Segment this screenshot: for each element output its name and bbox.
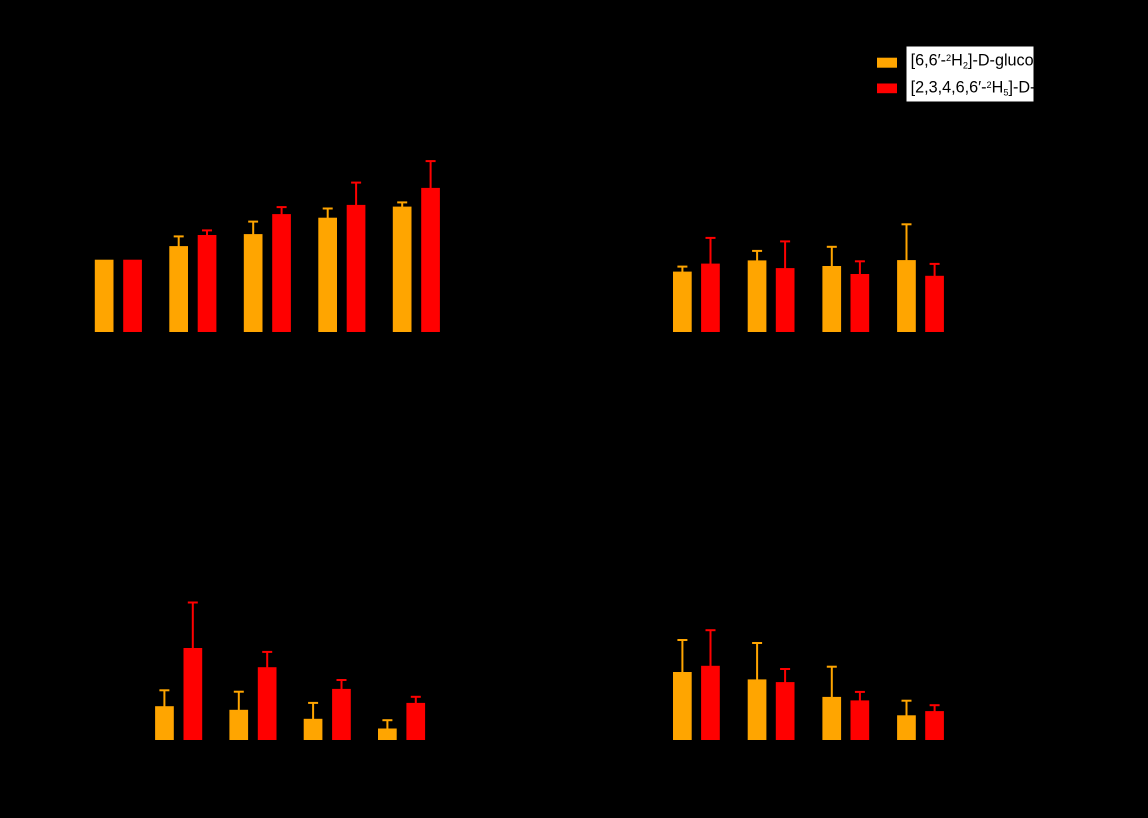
svg-text:[6,6′-2H2]-D-glucose: [6,6′-2H2]-D-glucose [911,51,1051,70]
svg-text:[2,3,4,6,6′-2H5]-D-glucose: [2,3,4,6,6′-2H5]-D-glucose [911,78,1092,97]
